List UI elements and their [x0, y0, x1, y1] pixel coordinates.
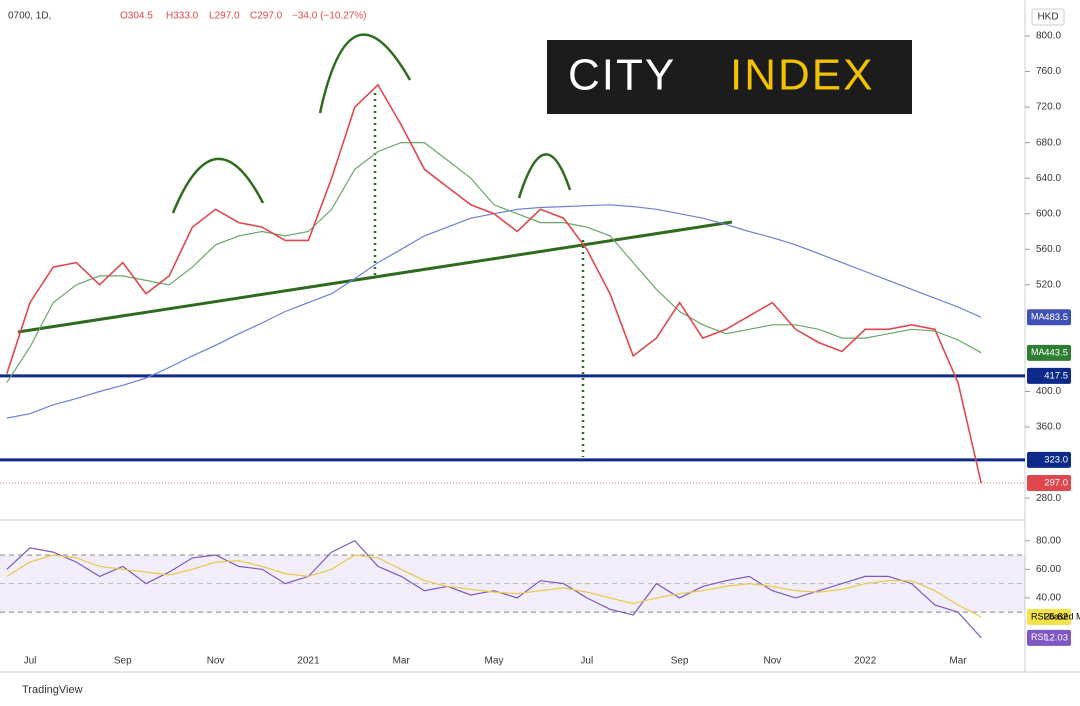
badge: [1027, 344, 1071, 361]
level-value: 323.0: [1044, 454, 1068, 465]
annotations: [17, 33, 733, 457]
y-tick-label: 40.00: [1036, 592, 1061, 603]
series-badge-value: 26.62: [1044, 611, 1068, 622]
ohlc-item: H333.0: [166, 11, 199, 22]
logo-box: [547, 40, 912, 114]
y-tick-label: 800.0: [1036, 31, 1061, 42]
y-tick-label: 80.00: [1036, 535, 1061, 546]
y-tick-label: 280.0: [1036, 493, 1061, 504]
series-badge-value: 483.5: [1044, 312, 1068, 323]
ohlc-item: −34.0 (−10.27%): [292, 11, 367, 22]
x-tick-label: Mar: [949, 656, 967, 667]
x-tick-label: 2021: [297, 656, 320, 667]
badge: [1027, 475, 1071, 492]
series-badge-name: RSI-based MA: [1031, 611, 1080, 621]
y-tick-label: 600.0: [1036, 208, 1061, 219]
x-tick-label: May: [485, 656, 504, 667]
x-tick-label: Sep: [114, 656, 132, 667]
x-tick-label: Jul: [24, 656, 37, 667]
series-badge-value: 12.03: [1044, 632, 1068, 643]
indicator-line: [6, 539, 982, 639]
x-tick-label: Mar: [393, 656, 411, 667]
x-tick-label: Nov: [764, 656, 782, 667]
trendline: [17, 220, 733, 334]
x-tick-label: Nov: [207, 656, 225, 667]
indicator-line: [6, 554, 982, 618]
footer: TradingView: [22, 684, 83, 696]
currency-box: [1031, 8, 1065, 26]
y-tick-label: 400.0: [1036, 386, 1061, 397]
ohlc-item: C297.0: [250, 11, 283, 22]
series-badge-name: RSI: [1031, 632, 1046, 642]
last-price-value: 297.0: [1044, 478, 1068, 489]
arc: [171, 157, 265, 214]
y-tick-label: 360.0: [1036, 422, 1061, 433]
y-tick-label: 520.0: [1036, 279, 1061, 290]
y-tick-label: 680.0: [1036, 137, 1061, 148]
symbol: 0700, 1D,: [8, 11, 51, 22]
level-value: 417.5: [1044, 370, 1068, 381]
arc: [318, 33, 412, 114]
ohlc-item: O304.5: [120, 11, 153, 22]
badge: [1027, 309, 1071, 326]
rsi-band: [0, 555, 1025, 613]
logo-left: CITY: [568, 51, 676, 100]
x-tick-label: 2022: [854, 656, 877, 667]
badge: [1027, 451, 1071, 468]
series-badge-name: MA: [1031, 312, 1045, 322]
y-tick-label: 760.0: [1036, 66, 1061, 77]
y-tick-label: 720.0: [1036, 102, 1061, 113]
price-line: [6, 83, 982, 484]
badge: [1027, 608, 1071, 625]
y-tick-label: 560.0: [1036, 244, 1061, 255]
logo-right: INDEX: [730, 51, 874, 100]
series-badge-name: MA: [1031, 347, 1045, 357]
arc: [517, 153, 572, 199]
x-tick-label: Sep: [671, 656, 689, 667]
badge: [1027, 367, 1071, 384]
y-tick-label: 640.0: [1036, 173, 1061, 184]
series-badge-value: 443.5: [1044, 347, 1068, 358]
ohlc-item: L297.0: [209, 11, 240, 22]
indicator-line: [6, 142, 982, 383]
x-tick-label: Jul: [580, 656, 593, 667]
badge: [1027, 629, 1071, 646]
ohlc: O304.5 H333.0 L297.0 C297.0 −34.0 (−10.2…: [120, 11, 367, 22]
currency: HKD: [1037, 12, 1058, 23]
y-tick-label: 60.00: [1036, 564, 1061, 575]
